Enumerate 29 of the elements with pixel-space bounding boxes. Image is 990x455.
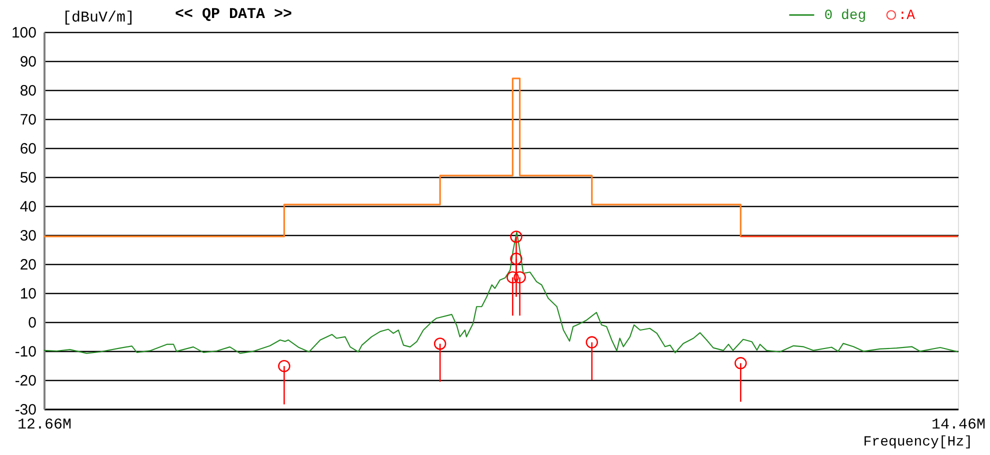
- y-tick-label: 10: [20, 286, 36, 302]
- point: [514, 271, 526, 284]
- y-tick-label: 90: [20, 54, 36, 70]
- legend-label: :A: [898, 8, 916, 24]
- line-series: [44, 232, 958, 354]
- y-tick-label: 30: [20, 228, 36, 244]
- x-tick-label: 14.46M: [931, 416, 986, 434]
- y-tick-label: 40: [20, 198, 36, 216]
- y-tick-label: 70: [20, 112, 36, 128]
- y-tick-label: -10: [14, 344, 36, 360]
- y-tick-label: 100: [11, 24, 36, 42]
- y-tick-label: -30: [14, 402, 36, 418]
- y-tick-label: 20: [20, 256, 36, 274]
- point: [510, 252, 522, 265]
- x-tick-label: 12.66M: [17, 416, 72, 434]
- y-tick-label: 60: [20, 140, 36, 158]
- point: [586, 336, 598, 348]
- point: [434, 338, 446, 350]
- y-tick-label: 0: [28, 314, 36, 332]
- legend-label: 0 deg: [824, 8, 866, 24]
- y-axis-title: [dBuV/m]: [62, 10, 135, 26]
- point: [734, 357, 747, 370]
- chart-title: << QP DATA >>: [175, 6, 292, 23]
- y-tick-label: -20: [14, 372, 36, 390]
- y-tick-label: 80: [20, 82, 36, 100]
- point: [278, 360, 290, 372]
- y-tick-label: 50: [20, 170, 36, 186]
- x-axis-title: Frequency[Hz]: [863, 434, 972, 450]
- point: [510, 230, 522, 243]
